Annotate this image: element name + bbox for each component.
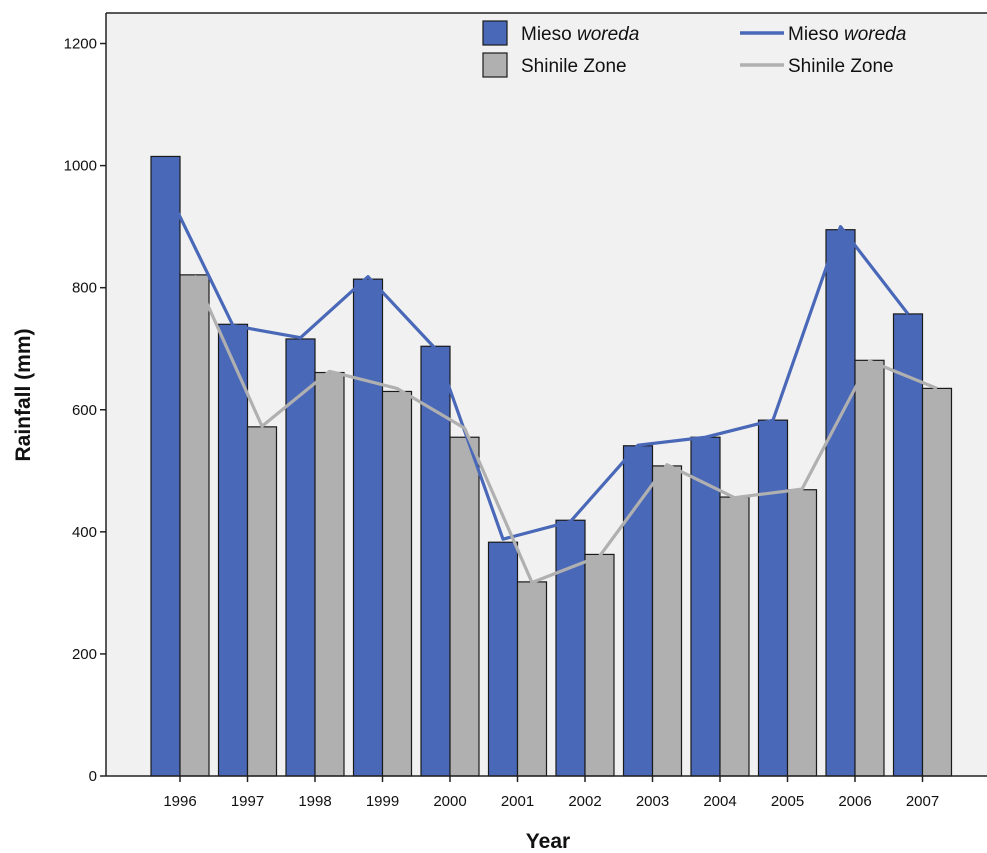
bar-mieso-1997 xyxy=(217,323,249,777)
y-tick-label-600: 600 xyxy=(72,402,97,419)
legend-item-1: Shinile Zone xyxy=(482,52,627,78)
bar-shinile-2001 xyxy=(516,581,548,777)
y-axis-title: Rainfall (mm) xyxy=(12,328,35,461)
legend: Mieso woreda Shinile Zone Mieso woreda Shin… xyxy=(482,20,906,78)
bar-shinile-1998 xyxy=(314,371,345,777)
x-tick-label-2005: 2005 xyxy=(771,793,804,810)
y-tick-label-1000: 1000 xyxy=(64,158,97,175)
y-tick-label-0: 0 xyxy=(89,768,97,785)
x-tick-label-2002: 2002 xyxy=(568,793,601,810)
bar-mieso-2002 xyxy=(555,519,586,777)
legend-label: Shinile Zone xyxy=(788,56,894,77)
x-tick-label-1996: 1996 xyxy=(163,793,196,810)
x-tick-label-2000: 2000 xyxy=(433,793,466,810)
line-mieso xyxy=(164,186,910,541)
y-tick-label-400: 400 xyxy=(72,524,97,541)
bar-mieso-2004 xyxy=(690,436,721,777)
x-tick-label-2006: 2006 xyxy=(838,793,871,810)
bars-layer xyxy=(150,155,953,777)
x-tick-label-1999: 1999 xyxy=(366,793,399,810)
bar-shinile-2002 xyxy=(584,553,615,777)
line-shinile xyxy=(193,274,938,585)
legend-item-3: Shinile Zone xyxy=(740,56,894,77)
y-tick-label-200: 200 xyxy=(72,646,97,663)
bar-mieso-1999 xyxy=(352,278,384,777)
bar-mieso-1998 xyxy=(285,338,316,777)
bar-mieso-2007 xyxy=(892,313,924,777)
legend-item-2: Mieso woreda xyxy=(740,24,906,45)
legend-item-0: Mieso woreda xyxy=(482,20,639,46)
y-tick-label-1200: 1200 xyxy=(64,36,97,53)
legend-swatch-bar xyxy=(482,20,508,46)
x-tick-label-2003: 2003 xyxy=(636,793,669,810)
bar-mieso-2001 xyxy=(487,541,519,777)
bar-shinile-2004 xyxy=(719,496,750,777)
x-tick-label-1997: 1997 xyxy=(231,793,264,810)
bar-shinile-2005 xyxy=(786,489,818,777)
legend-label: Shinile Zone xyxy=(521,56,627,77)
bar-shinile-2003 xyxy=(651,465,683,777)
x-tick-label-1998: 1998 xyxy=(298,793,331,810)
bar-shinile-2000 xyxy=(449,436,480,777)
legend-label: Mieso woreda xyxy=(788,24,906,45)
bar-mieso-2006 xyxy=(825,229,856,777)
bar-shinile-2006 xyxy=(854,359,885,777)
bar-mieso-1996 xyxy=(150,155,181,777)
bar-shinile-2007 xyxy=(921,387,953,777)
axes-layer: 0 200 400 600 800 1000 1200 1996 1997 1998 1999 200… xyxy=(64,12,987,810)
x-axis-title: Year xyxy=(526,830,570,853)
x-tick-label-2004: 2004 xyxy=(703,793,736,810)
x-tick-label-2007: 2007 xyxy=(906,793,939,810)
bar-mieso-2003 xyxy=(622,445,654,777)
legend-label: Mieso woreda xyxy=(521,24,639,45)
x-tick-label-2001: 2001 xyxy=(501,793,534,810)
bar-shinile-1996 xyxy=(179,274,210,777)
bar-shinile-1997 xyxy=(246,426,278,777)
legend-swatch-bar xyxy=(482,52,508,78)
bar-shinile-1999 xyxy=(381,390,413,777)
bar-mieso-2005 xyxy=(757,419,789,777)
lines-layer xyxy=(164,186,938,585)
y-tick-label-800: 800 xyxy=(72,280,97,297)
